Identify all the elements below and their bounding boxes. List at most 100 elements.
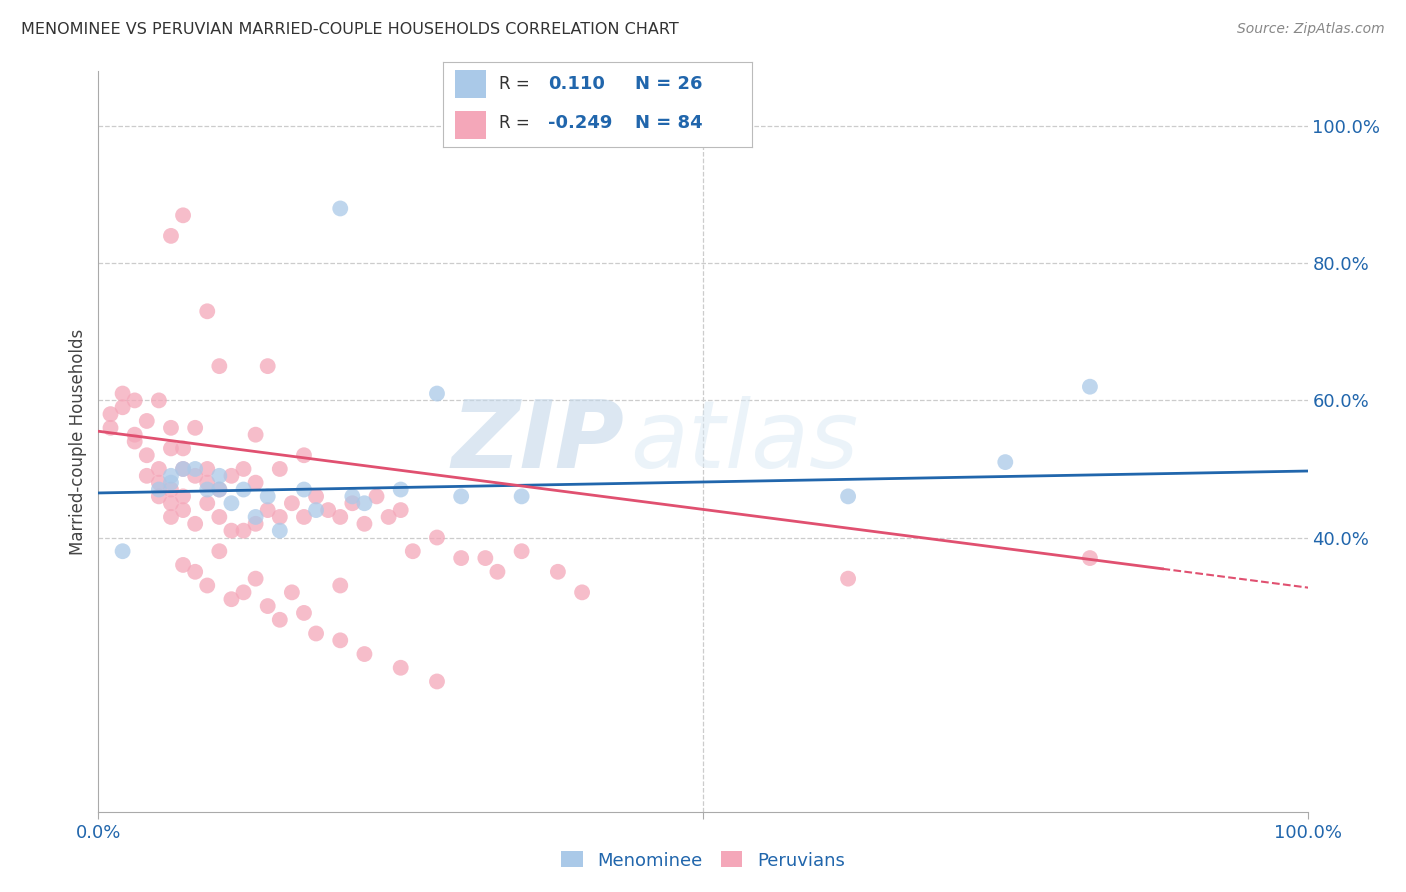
Point (160, 483, 183, 497)
Point (124, 427, 146, 442)
Point (269, 613, 291, 627)
Point (305, 489, 328, 503)
Text: -0.249: -0.249 (548, 114, 613, 132)
Point (245, 516, 267, 531)
Point (172, 462, 194, 476)
Point (256, 489, 278, 503)
Point (172, 489, 194, 503)
Point (292, 606, 315, 620)
Point (1078, 551, 1101, 566)
Text: ZIP: ZIP (451, 395, 624, 488)
Text: N = 26: N = 26 (634, 75, 702, 93)
Point (100, 421, 122, 435)
Point (994, 455, 1017, 469)
Point (184, 468, 207, 483)
Point (135, 468, 157, 483)
Text: MENOMINEE VS PERUVIAN MARRIED-COUPLE HOUSEHOLDS CORRELATION CHART: MENOMINEE VS PERUVIAN MARRIED-COUPLE HOU… (21, 22, 679, 37)
Point (510, 544, 533, 558)
Point (232, 462, 254, 476)
Point (353, 496, 375, 510)
Point (208, 483, 231, 497)
Point (124, 434, 146, 449)
Text: R =: R = (499, 75, 529, 93)
Point (305, 503, 328, 517)
Text: R =: R = (499, 114, 529, 132)
Point (148, 462, 170, 476)
Point (195, 475, 218, 490)
Point (426, 386, 449, 401)
Point (366, 489, 388, 503)
Point (232, 483, 254, 497)
Point (111, 544, 134, 558)
Text: N = 84: N = 84 (634, 114, 702, 132)
Point (160, 496, 183, 510)
Point (426, 674, 449, 689)
Point (256, 359, 278, 373)
Text: Source: ZipAtlas.com: Source: ZipAtlas.com (1237, 22, 1385, 37)
Point (245, 510, 267, 524)
Text: 0.110: 0.110 (548, 75, 605, 93)
Point (160, 228, 183, 243)
Point (148, 475, 170, 490)
Point (172, 208, 194, 222)
Point (837, 489, 859, 503)
Point (486, 565, 509, 579)
Point (426, 531, 449, 545)
Point (292, 510, 315, 524)
Point (269, 462, 291, 476)
Point (148, 393, 170, 408)
Point (329, 633, 352, 648)
Point (329, 578, 352, 592)
Point (389, 503, 412, 517)
Point (208, 544, 231, 558)
Point (172, 442, 194, 456)
Point (111, 386, 134, 401)
Point (474, 551, 496, 566)
Point (195, 304, 218, 318)
Point (160, 475, 183, 490)
Point (111, 401, 134, 415)
Point (208, 483, 231, 497)
Point (281, 496, 304, 510)
Point (172, 558, 194, 572)
Point (100, 407, 122, 421)
Point (135, 448, 157, 462)
Point (221, 592, 243, 607)
Point (208, 510, 231, 524)
Point (342, 496, 364, 510)
Point (329, 510, 352, 524)
Point (292, 448, 315, 462)
Point (450, 551, 472, 566)
Point (256, 599, 278, 613)
Point (281, 585, 304, 599)
Point (195, 496, 218, 510)
Point (172, 462, 194, 476)
Point (184, 462, 207, 476)
Legend: Menominee, Peruvians: Menominee, Peruvians (554, 844, 852, 877)
Point (172, 503, 194, 517)
Point (184, 565, 207, 579)
Point (232, 585, 254, 599)
Point (547, 565, 569, 579)
Point (195, 578, 218, 592)
Point (160, 442, 183, 456)
Point (377, 510, 399, 524)
Point (124, 393, 146, 408)
FancyBboxPatch shape (456, 70, 486, 98)
Point (195, 483, 218, 497)
Point (208, 359, 231, 373)
Point (221, 524, 243, 538)
Point (571, 585, 593, 599)
Point (292, 483, 315, 497)
Point (160, 510, 183, 524)
Point (450, 489, 472, 503)
Point (837, 572, 859, 586)
Text: atlas: atlas (630, 396, 859, 487)
Point (195, 462, 218, 476)
Point (245, 475, 267, 490)
Point (269, 524, 291, 538)
Point (316, 503, 339, 517)
Point (184, 516, 207, 531)
Point (353, 647, 375, 661)
Point (305, 626, 328, 640)
